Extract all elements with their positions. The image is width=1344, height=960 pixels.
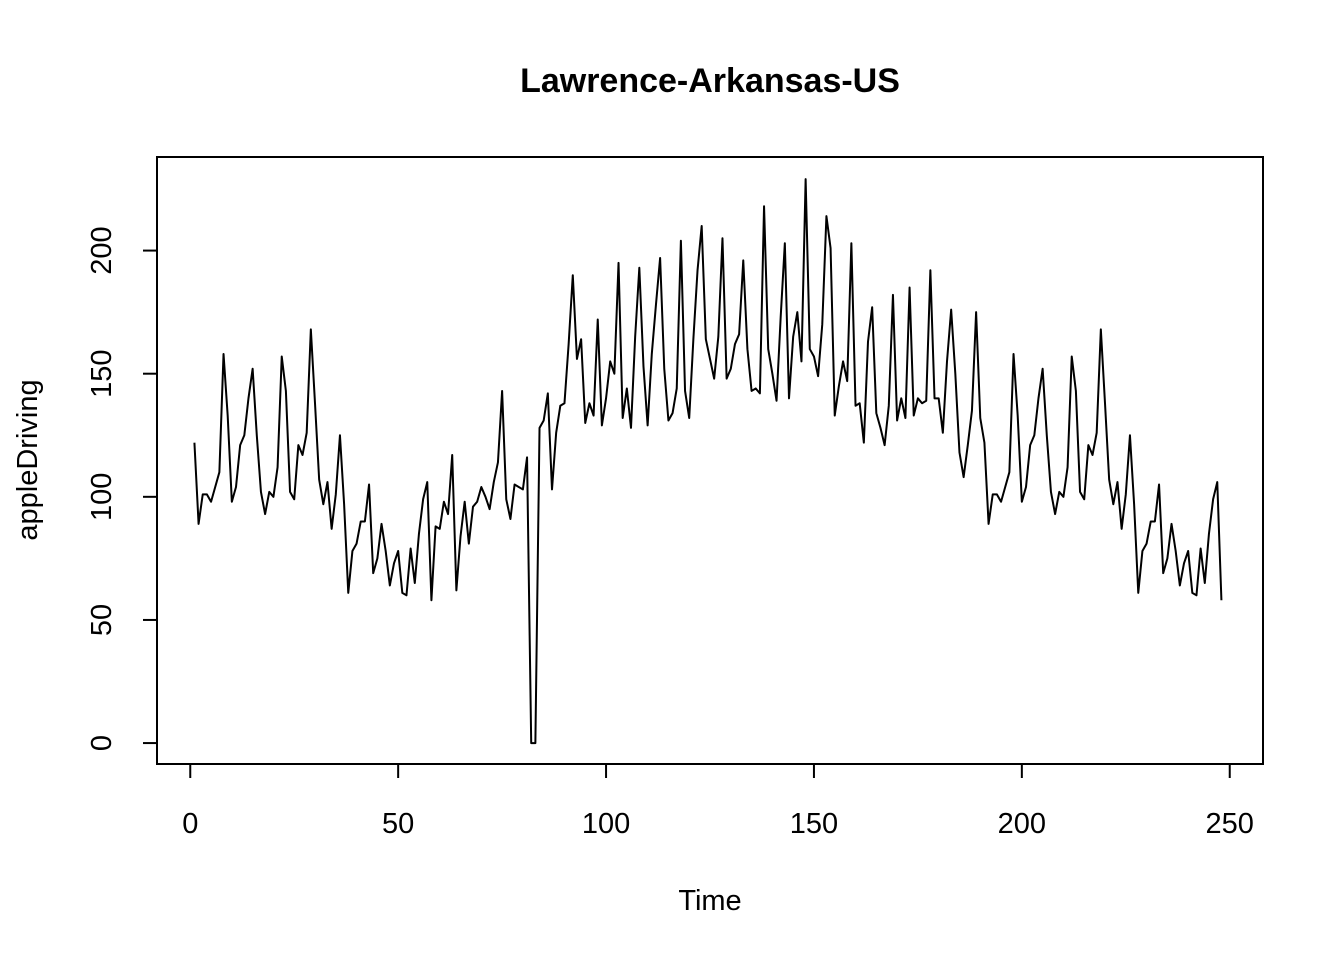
y-axis: 0 50 100 150 200	[86, 226, 158, 751]
x-tick-label: 150	[790, 808, 838, 840]
x-tick-label: 50	[382, 808, 414, 840]
chart-title: Lawrence-Arkansas-US	[520, 62, 900, 100]
y-tick-label: 50	[86, 604, 118, 636]
plot-area-frame	[156, 156, 1264, 765]
x-axis-label: Time	[678, 885, 741, 917]
series-line-appleDriving	[193, 178, 1223, 745]
y-tick-label: 100	[86, 473, 118, 521]
y-tick-label: 0	[86, 735, 118, 751]
x-tick-label: 250	[1206, 808, 1254, 840]
y-tick-label: 150	[86, 350, 118, 398]
y-tick-label: 200	[86, 226, 118, 274]
y-axis-label: appleDriving	[12, 379, 44, 540]
x-tick-label: 100	[582, 808, 630, 840]
x-tick-label: 200	[998, 808, 1046, 840]
x-tick-label: 0	[182, 808, 198, 840]
x-axis: 0 50 100 150 200 250	[182, 763, 1254, 840]
